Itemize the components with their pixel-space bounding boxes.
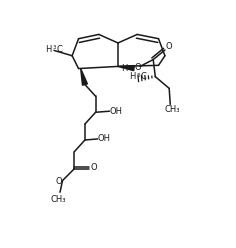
Text: H: H — [129, 72, 135, 81]
Text: CH₃: CH₃ — [165, 105, 180, 114]
Text: H: H — [121, 64, 128, 73]
Text: O: O — [91, 163, 97, 172]
Text: OH: OH — [98, 134, 111, 143]
Text: C: C — [141, 72, 147, 81]
Text: 3: 3 — [137, 73, 140, 78]
Text: CH₃: CH₃ — [51, 195, 66, 204]
Text: 3: 3 — [53, 45, 56, 50]
Polygon shape — [81, 68, 87, 85]
Text: O: O — [55, 177, 62, 186]
Text: H: H — [46, 45, 52, 54]
Polygon shape — [118, 65, 134, 71]
Text: OH: OH — [109, 107, 122, 116]
Text: O: O — [165, 42, 172, 51]
Text: C: C — [57, 45, 63, 54]
Text: O: O — [135, 63, 142, 72]
